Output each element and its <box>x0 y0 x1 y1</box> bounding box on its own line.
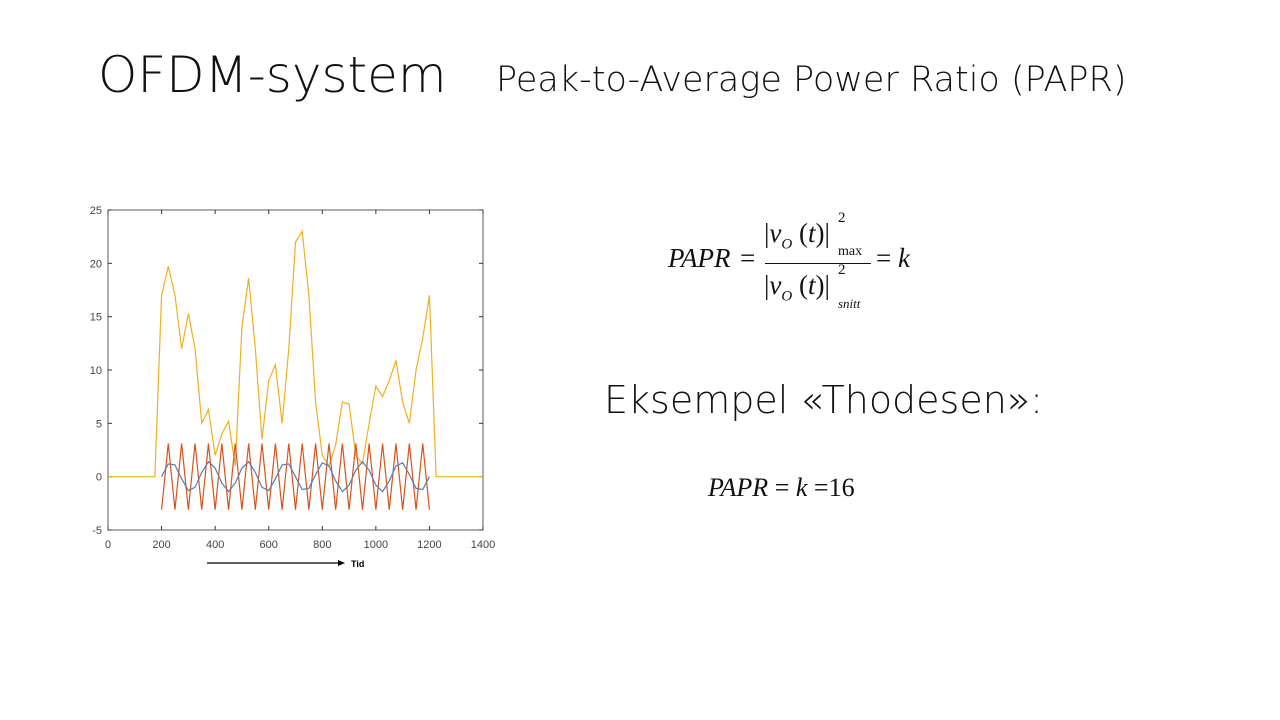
formula-lhs: PAPR <box>668 243 731 273</box>
x-tick-label: 0 <box>105 539 111 551</box>
formula-den: |vO (t)| <box>764 270 830 305</box>
var: v <box>769 218 782 248</box>
sub-avg: snitt <box>838 296 861 311</box>
paren: ( <box>798 218 808 248</box>
y-tick-label: 0 <box>96 472 102 484</box>
sub-max: max <box>838 244 863 259</box>
eq: = <box>774 473 790 502</box>
series-line <box>108 229 483 478</box>
x-tick-label: 1400 <box>471 539 495 551</box>
x-axis-label: Tid <box>351 559 364 569</box>
bar: | <box>824 218 830 248</box>
x-tick-label: 400 <box>206 539 224 551</box>
example: PAPR = k =16 <box>708 473 855 503</box>
fraction-bar <box>765 263 871 264</box>
bar: | <box>824 270 830 300</box>
sup: 2 <box>838 262 846 278</box>
bar: | <box>764 270 770 300</box>
bar: | <box>764 218 770 248</box>
formula-num: |vO (t)| <box>764 218 830 253</box>
var: v <box>769 270 782 300</box>
sup: 2 <box>838 210 846 226</box>
value: 16 <box>828 473 855 502</box>
mid: k <box>795 473 808 502</box>
sub: O <box>781 236 793 253</box>
formula-eq: = <box>740 243 756 273</box>
x-arrow-head <box>338 560 345 566</box>
series-line <box>161 460 430 493</box>
x-tick-label: 200 <box>152 539 170 551</box>
formula-rhs: k <box>898 243 910 273</box>
lhs: PAPR <box>708 473 769 502</box>
var: t <box>807 270 816 300</box>
y-tick-label: 5 <box>96 418 102 430</box>
var: t <box>807 218 816 248</box>
paren: ) <box>815 218 825 248</box>
x-tick-label: 600 <box>260 539 278 551</box>
x-tick-label: 1000 <box>364 539 388 551</box>
y-tick-label: 15 <box>90 312 102 324</box>
x-tick-label: 800 <box>313 539 331 551</box>
y-tick-label: -5 <box>92 525 102 537</box>
subtitle: Peak-to-Average Power Ratio (PAPR) <box>496 60 1127 100</box>
y-tick-label: 10 <box>90 365 102 377</box>
formula-eq: = <box>876 243 892 273</box>
paren: ( <box>798 270 808 300</box>
title: OFDM-system <box>98 46 447 104</box>
y-tick-label: 20 <box>90 258 102 270</box>
paren: ) <box>815 270 825 300</box>
eq: = <box>813 473 829 502</box>
example-heading: Eksempel «Thodesen»: <box>604 378 1043 422</box>
sub: O <box>781 288 793 305</box>
x-tick-label: 1200 <box>417 539 441 551</box>
y-tick-label: 25 <box>90 205 102 217</box>
